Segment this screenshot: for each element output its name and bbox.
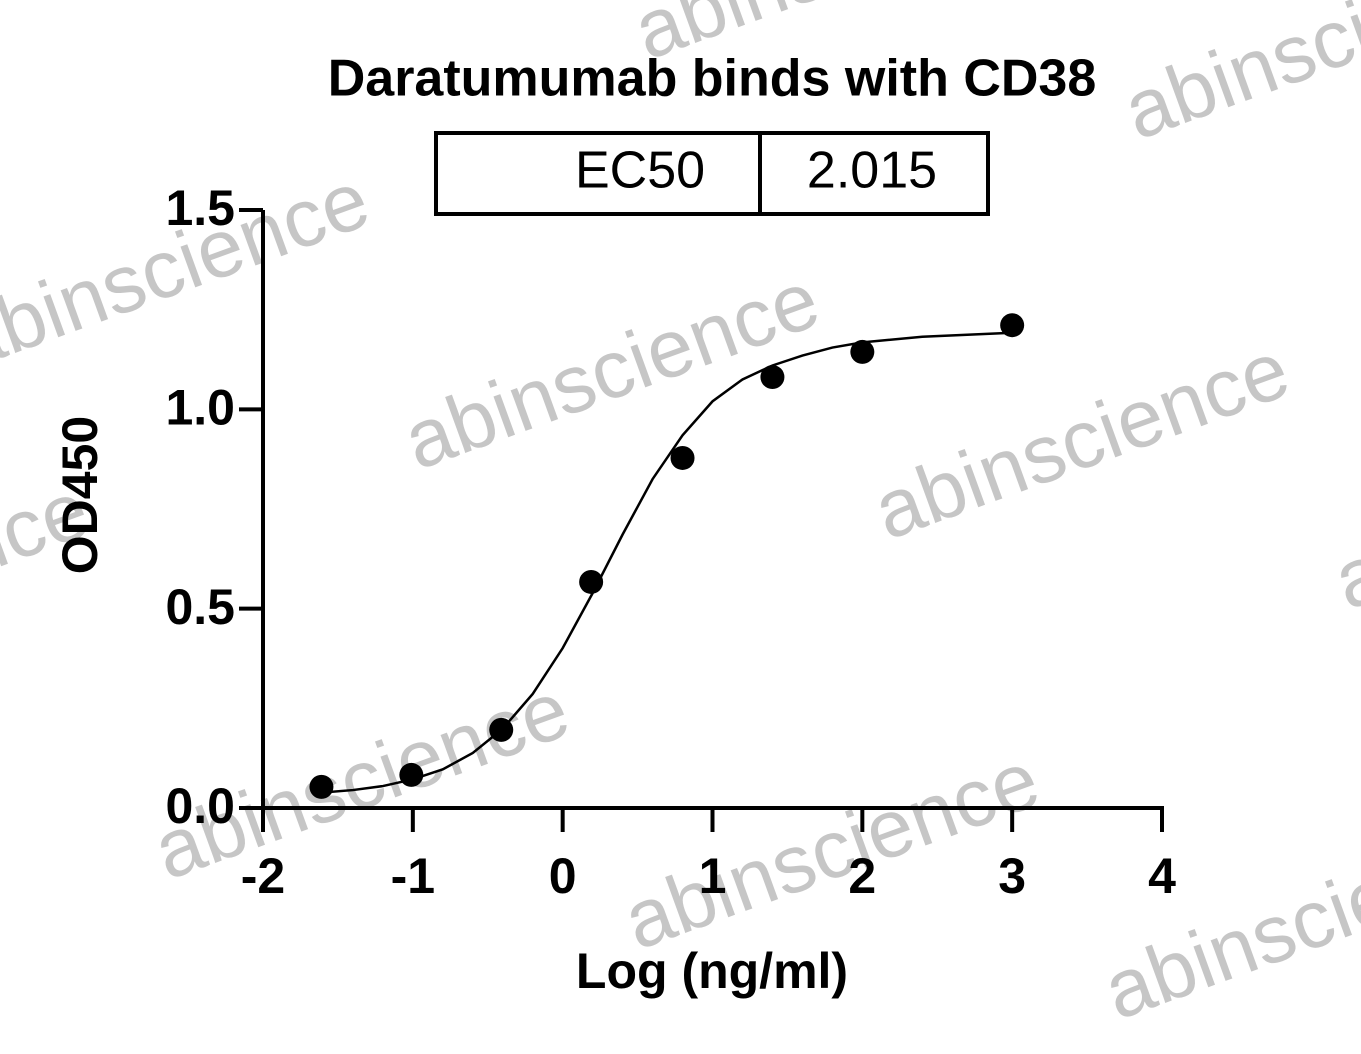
annotation-box: [434, 131, 990, 216]
chart-title: Daratumumab binds with CD38: [328, 50, 1097, 108]
watermark: abinscience: [612, 734, 1050, 968]
x-tick-label: 1: [699, 848, 727, 904]
y-axis-label: OD450: [52, 416, 108, 574]
annotation-label: EC50: [575, 142, 705, 200]
annotation-value: 2.015: [807, 142, 937, 200]
x-tick-label: 2: [848, 848, 876, 904]
data-point: [399, 762, 424, 787]
data-point: [579, 569, 604, 594]
data-point: [850, 339, 875, 364]
x-axis-label: Log (ng/ml): [576, 943, 848, 999]
watermark: abinscience: [1112, 0, 1361, 157]
y-tick-label: 0.0: [165, 778, 235, 834]
x-tick-label: 0: [549, 848, 577, 904]
y-tick-label: 1.5: [165, 180, 235, 236]
x-tick-label: -1: [391, 848, 435, 904]
data-point: [760, 365, 785, 390]
data-point: [1000, 313, 1025, 338]
x-tick-label: 3: [998, 848, 1026, 904]
watermark: abinscience: [862, 324, 1300, 558]
data-point: [670, 445, 695, 470]
y-tick-label: 0.5: [165, 579, 235, 635]
x-tick-label: 4: [1148, 848, 1176, 904]
data-point: [489, 717, 514, 742]
x-tick-label: -2: [241, 848, 285, 904]
y-tick-label: 1.0: [165, 380, 235, 436]
watermark: abinscience: [1322, 394, 1361, 628]
watermark: abinscience: [1092, 804, 1361, 1038]
data-point: [309, 774, 334, 799]
